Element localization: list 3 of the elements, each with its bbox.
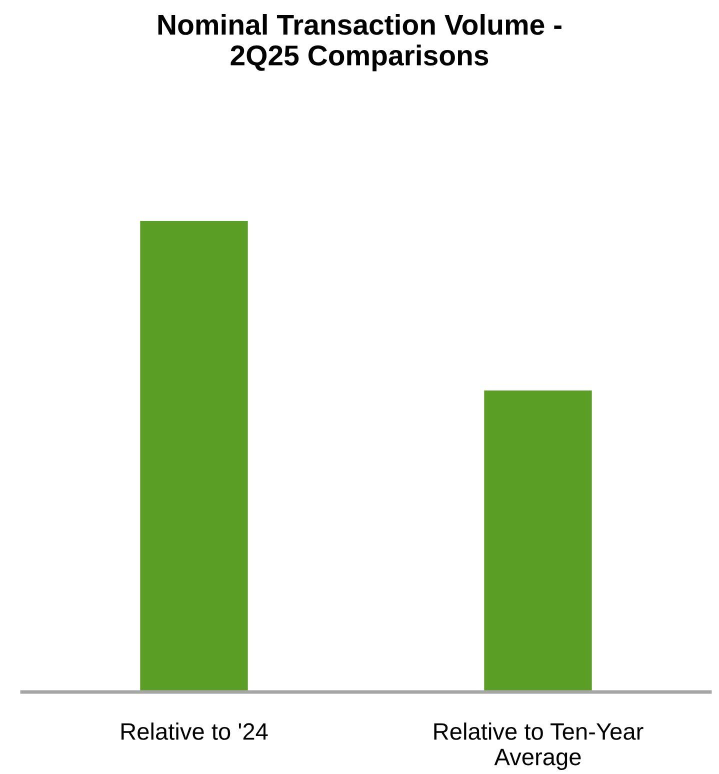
- x-tick-label: Relative to '24: [122, 722, 268, 740]
- chart-title: Nominal Transaction Volume - 2Q25 Comparisons: [158, 14, 562, 72]
- x-tick-label: Relative to Ten-Year Average: [434, 722, 644, 770]
